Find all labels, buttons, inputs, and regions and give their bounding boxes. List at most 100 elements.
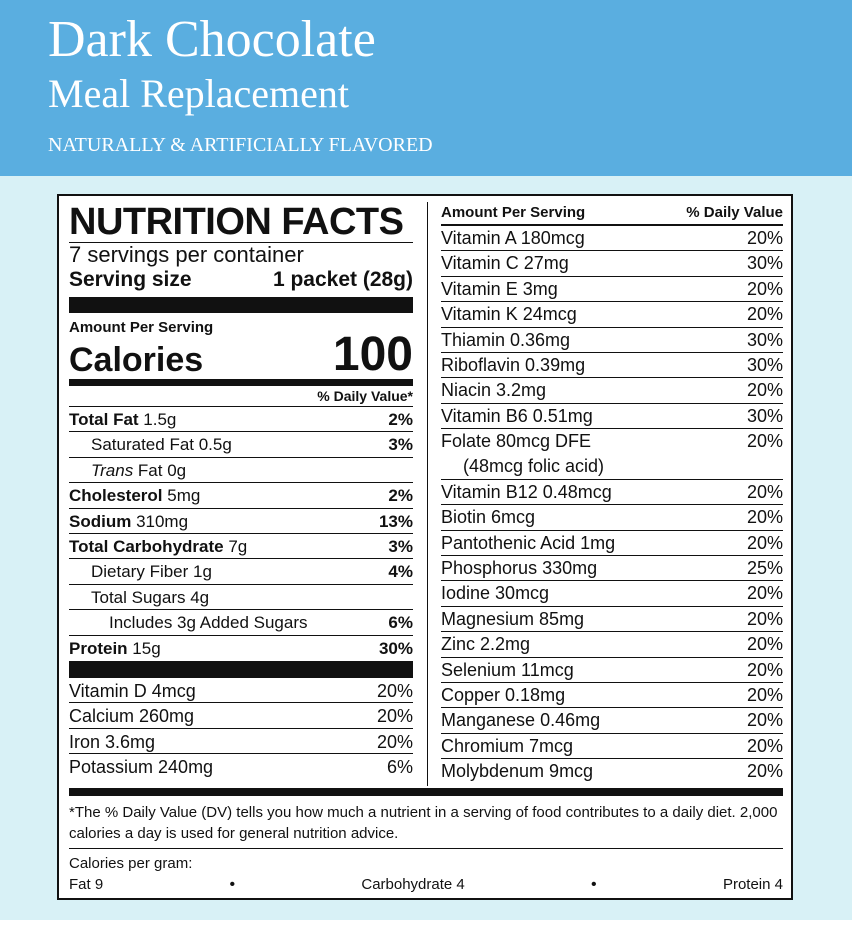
vitamin-row: Thiamin 0.36mg 30%	[441, 328, 783, 353]
vitamin-name: Chromium 7mcg	[441, 735, 574, 756]
nutrient-name: Saturated Fat 0.5g	[91, 435, 232, 455]
vitamin-row: Iodine 30mcg 20%	[441, 581, 783, 607]
vitamin-percent: 30%	[746, 405, 783, 426]
nutrient-name-italic: Trans	[91, 460, 134, 480]
vitamin-row: Manganese 0.46mg 20%	[441, 708, 783, 734]
nutrient-percent: 13%	[378, 511, 413, 531]
vitamin-percent: 20%	[746, 532, 783, 553]
carbohydrate-calories: Carbohydrate 4	[361, 876, 465, 893]
vitamin-row: Vitamin K 24mcg 20%	[441, 302, 783, 328]
nutrient-name: Sodium	[69, 511, 132, 531]
vitamin-name: Magnesium 85mg	[441, 608, 585, 629]
vitamin-row: Copper 0.18mg 20%	[441, 683, 783, 709]
vitamin-name: Calcium 260mg	[69, 706, 195, 727]
nutrient-percent: 2%	[388, 410, 413, 429]
nutrient-amount: 310mg	[131, 511, 189, 531]
nutrient-row: Total Sugars 4g	[69, 585, 413, 611]
nutrient-name: Total Fat	[69, 410, 139, 429]
vitamin-row: Riboflavin 0.39mg 30%	[441, 353, 783, 379]
nutrient-percent: 6%	[388, 613, 413, 633]
vitamin-name: Pantothenic Acid 1mg	[441, 532, 616, 553]
nutrient-percent: 3%	[388, 536, 413, 556]
calories-label: Calories	[69, 341, 204, 379]
vitamin-percent: 20%	[746, 583, 783, 604]
nutrient-name: Dietary Fiber 1g	[91, 562, 212, 582]
vitamin-percent: 20%	[746, 659, 783, 680]
vitamin-percent: 20%	[746, 507, 783, 528]
vitamin-percent: 20%	[746, 761, 783, 782]
vitamin-row: Phosphorus 330mg 25%	[441, 556, 783, 582]
nutrient-amount: 7g	[223, 536, 248, 556]
serving-size-label: Serving size	[69, 268, 192, 291]
vitamin-subnote: (48mcg folic acid)	[463, 456, 605, 477]
vitamin-row: Biotin 6mcg 20%	[441, 505, 783, 531]
vitamin-percent: 30%	[746, 329, 783, 350]
vitamin-percent: 20%	[376, 706, 413, 727]
vitamin-percent: 20%	[746, 278, 783, 299]
bullet-icon: •	[229, 876, 236, 893]
vitamin-percent: 30%	[746, 253, 783, 274]
vitamin-percent: 20%	[746, 304, 783, 325]
vitamin-row: Vitamin E 3mg 20%	[441, 277, 783, 303]
nutrient-name: Fat 0g	[133, 460, 187, 480]
right-column-header: Amount Per Serving % Daily Value	[441, 202, 783, 226]
vitamin-name: Iron 3.6mg	[69, 731, 156, 752]
nutrient-percent: 30%	[378, 638, 413, 658]
vitamin-name: Vitamin C 27mg	[441, 253, 569, 274]
vitamin-name: Zinc 2.2mg	[441, 634, 531, 655]
bullet-icon: •	[591, 876, 597, 893]
vitamin-name: Phosphorus 330mg	[441, 558, 598, 579]
nutrient-name: Total Sugars 4g	[91, 587, 210, 607]
nutrient-row: Total Carbohydrate 7g 3%	[69, 534, 413, 560]
vitamin-percent: 20%	[376, 680, 413, 701]
column-divider	[427, 202, 428, 786]
vitamin-row: Magnesium 85mg 20%	[441, 607, 783, 633]
nutrient-percent: 4%	[388, 562, 413, 582]
nutrient-row: Cholesterol 5mg 2%	[69, 483, 413, 509]
title-rule	[69, 242, 413, 243]
nutrient-row: Trans Fat 0g	[69, 458, 413, 484]
medium-divider	[69, 379, 413, 386]
left-column: NUTRITION FACTS 7 servings per container…	[69, 202, 413, 780]
calories-value: 100	[332, 328, 413, 381]
vitamin-percent: 25%	[746, 558, 783, 579]
nutrient-amount: 5mg	[162, 486, 201, 506]
vitamin-name: Vitamin B12 0.48mcg	[441, 481, 612, 502]
nutrient-row: Protein 15g 30%	[69, 636, 413, 661]
flavor-statement: NATURALLY & ARTIFICIALLY FLAVORED	[48, 134, 433, 156]
vitamin-row: Selenium 11mcg 20%	[441, 658, 783, 684]
daily-value-footnote: *The % Daily Value (DV) tells you how mu…	[69, 802, 783, 849]
thick-divider	[69, 297, 413, 313]
vitamin-name: Vitamin B6 0.51mg	[441, 405, 593, 426]
vitamin-row: Vitamin A 180mcg 20%	[441, 226, 783, 252]
nutrient-percent: 2%	[388, 486, 413, 506]
vitamin-name: Copper 0.18mg	[441, 685, 566, 706]
vitamin-name: Iodine 30mcg	[441, 583, 550, 604]
vitamin-percent: 20%	[746, 685, 783, 706]
serving-size-row: Serving size 1 packet (28g)	[69, 267, 413, 293]
vitamin-percent: 20%	[746, 608, 783, 629]
vitamin-name: Vitamin D 4mcg	[69, 680, 196, 701]
vitamin-name: Biotin 6mcg	[441, 507, 536, 528]
amount-per-serving-header: Amount Per Serving	[441, 204, 586, 221]
nutrition-label: NUTRITION FACTS 7 servings per container…	[57, 194, 793, 900]
vitamin-row: Zinc 2.2mg 20%	[441, 632, 783, 658]
nutrient-name: Cholesterol	[69, 486, 163, 506]
vitamin-name: Vitamin E 3mg	[441, 278, 558, 299]
vitamin-percent: 20%	[746, 634, 783, 655]
vitamin-row: Chromium 7mcg 20%	[441, 734, 783, 760]
vitamin-percent: 20%	[746, 228, 783, 248]
serving-size-value: 1 packet (28g)	[272, 268, 413, 291]
vitamin-name: Potassium 240mg	[69, 757, 214, 778]
vitamin-name: Vitamin A 180mcg	[441, 228, 585, 248]
nutrient-row: Saturated Fat 0.5g 3%	[69, 432, 413, 458]
nutrient-row: Total Fat 1.5g 2%	[69, 407, 413, 433]
vitamin-percent: 20%	[746, 380, 783, 401]
calories-per-gram-label: Calories per gram:	[69, 855, 193, 872]
vitamin-name: Thiamin 0.36mg	[441, 329, 571, 350]
vitamin-name: Molybdenum 9mcg	[441, 761, 594, 782]
product-title: Dark Chocolate	[48, 11, 376, 68]
vitamin-row: Folate 80mcg DFE (48mcg folic acid) 20%	[441, 429, 783, 480]
vitamin-percent: 6%	[386, 757, 413, 778]
nutrition-facts-title: NUTRITION FACTS	[69, 201, 404, 243]
